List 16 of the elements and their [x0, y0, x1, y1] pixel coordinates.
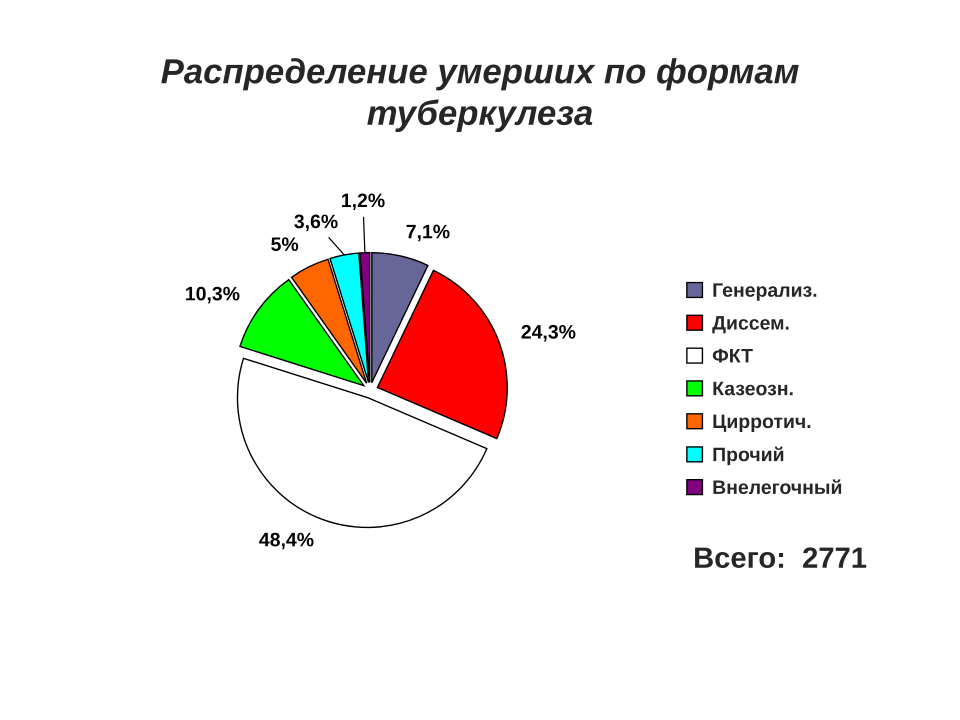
- data-label: 3,6%: [294, 214, 338, 232]
- data-label: 48,4%: [259, 532, 314, 550]
- data-label: 1,2%: [342, 193, 385, 210]
- data-label: 24,3%: [522, 324, 576, 342]
- legend-label: Казеозн.: [713, 382, 793, 396]
- legend-label: Генерализ.: [713, 283, 816, 301]
- legend-label: Внелегочный: [713, 479, 842, 494]
- chart-title: Распределение умерших по формам туберкулеза: [161, 58, 799, 132]
- legend-label: Цирротич.: [713, 414, 810, 432]
- legend-label: Диссем.: [712, 316, 789, 334]
- legend-label: ФКТ: [712, 348, 753, 362]
- legend-label: Прочий: [713, 446, 784, 466]
- data-label: 5%: [271, 237, 298, 252]
- text: Всего: 2771: [695, 547, 866, 568]
- data-label: 10,3%: [186, 286, 240, 304]
- data-label: 7,1%: [406, 224, 450, 242]
